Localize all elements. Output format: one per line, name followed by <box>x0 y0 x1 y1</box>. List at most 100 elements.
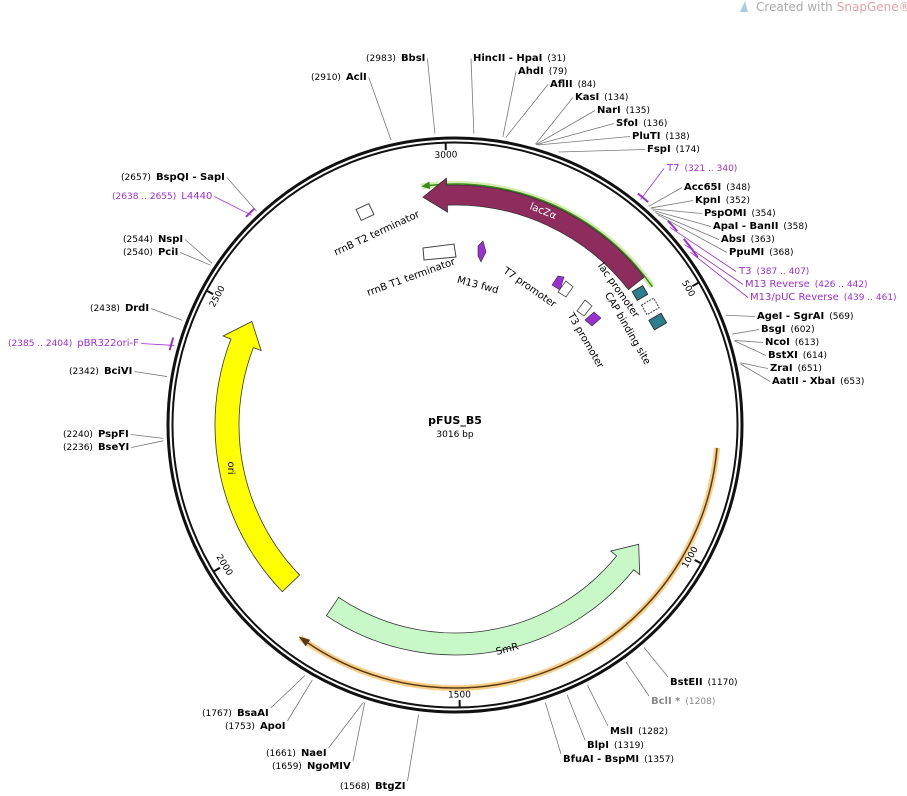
backbone-inner <box>171 141 739 709</box>
site-label: AbsI (363) <box>721 234 775 245</box>
label-position: (84) <box>578 80 596 90</box>
promoter-box <box>640 297 660 316</box>
label-position: (2983) <box>366 54 396 64</box>
leader-line <box>287 679 313 722</box>
label-name: BbsI <box>401 53 425 64</box>
feature-label: M13 fwd <box>456 275 500 297</box>
ori-arrow <box>214 320 301 593</box>
tick-label: 500 <box>679 279 696 299</box>
label-position: (354) <box>751 209 775 219</box>
label-name: ApoI <box>260 721 286 732</box>
label-name: BclI * <box>651 696 681 707</box>
leader-line <box>725 314 756 317</box>
label-position: (613) <box>795 338 819 348</box>
cap-site-box <box>631 284 649 302</box>
site-label: BlpI (1319) <box>587 740 644 751</box>
site-label: (1661) NaeI <box>266 748 327 759</box>
label-name: SfoI <box>616 118 638 129</box>
primer-head <box>421 181 431 190</box>
label-position: (1319) <box>614 741 644 751</box>
label-name: FspI <box>647 144 671 155</box>
primer-site <box>637 192 649 203</box>
label-position: (653) <box>840 377 864 387</box>
terminator-box <box>355 202 375 222</box>
leader-line <box>650 200 694 209</box>
label-name: BstEII <box>670 677 703 688</box>
label-position: (602) <box>790 325 814 335</box>
site-label: AgeI - SgrAI (569) <box>757 311 853 322</box>
leader-line <box>651 208 703 214</box>
leader-line <box>566 694 586 741</box>
label-position: (2638 .. 2655) <box>112 192 176 202</box>
leader-line <box>734 340 767 356</box>
tick-mark <box>694 558 703 565</box>
primer-site <box>687 244 699 258</box>
site-label: KasI (134) <box>575 92 628 103</box>
leader-line <box>470 58 475 134</box>
site-label: M13/pUC Reverse (439 .. 461) <box>750 292 897 303</box>
feature-label: rrnB T2 terminator <box>332 209 422 259</box>
label-position: (387 .. 407) <box>756 267 809 277</box>
leader-line <box>536 123 615 146</box>
leader-line <box>734 340 764 343</box>
site-label: AhdI (79) <box>518 66 567 77</box>
label-name: Acc65I <box>684 182 721 193</box>
primer-site <box>245 207 256 218</box>
leader-line <box>130 434 164 439</box>
leader-line <box>505 84 549 138</box>
leader-line <box>535 97 574 145</box>
leader-line <box>270 675 306 709</box>
leader-line <box>544 702 562 755</box>
label-name: PciI <box>158 247 178 258</box>
label-name: BfuAI - BspMI <box>563 754 639 765</box>
leader-line <box>732 329 760 335</box>
label-position: (569) <box>829 312 853 322</box>
site-label: ApaI - BanII (358) <box>713 221 808 232</box>
label-position: (138) <box>665 132 689 142</box>
backbone-outer <box>166 136 744 714</box>
label-position: (31) <box>547 54 565 64</box>
label-name: NarI <box>597 105 621 116</box>
site-label: (2540) PciI <box>123 247 178 258</box>
label-position: (358) <box>783 222 807 232</box>
leader-line <box>352 702 366 762</box>
label-name: PluTI <box>632 131 660 142</box>
label-position: (2240) <box>63 430 93 440</box>
watermark-icon <box>740 1 748 12</box>
label-position: (352) <box>726 196 750 206</box>
label-position: (1208) <box>685 697 715 707</box>
label-position: (1568) <box>340 782 370 792</box>
cap-site-box <box>648 312 668 331</box>
label-name: NspI <box>158 234 183 245</box>
site-label: PspOMI (354) <box>704 208 776 219</box>
site-label: (1753) ApoI <box>225 721 285 732</box>
leader-line <box>643 647 669 678</box>
tick-label: 1500 <box>448 690 471 700</box>
leader-line <box>669 226 737 272</box>
promoter-arrow <box>557 280 574 298</box>
site-label: (2983) BbsI <box>366 53 425 64</box>
site-label: BstXI (614) <box>768 350 827 361</box>
label-name: PspFI <box>98 429 129 440</box>
leader-line <box>214 196 252 216</box>
smr-arrow <box>325 543 641 656</box>
label-name: AclI <box>346 72 367 83</box>
label-position: (1282) <box>638 727 668 737</box>
leader-line <box>558 149 646 153</box>
label-name: BlpI <box>587 740 609 751</box>
label-position: (135) <box>626 106 650 116</box>
label-name: M13 Reverse <box>745 279 810 290</box>
tick-mark <box>212 566 221 573</box>
leader-line <box>141 343 175 346</box>
label-name: AbsI <box>721 234 746 245</box>
leader-line <box>648 187 683 207</box>
site-label: KpnI (352) <box>695 195 750 206</box>
leader-line <box>625 661 650 697</box>
site-label: (1568) BtgZI <box>340 781 405 792</box>
site-label: NcoI (613) <box>765 337 819 348</box>
site-label: (2342) BciVI <box>69 366 132 377</box>
label-name: PspOMI <box>704 208 746 219</box>
feature-label: T7 promoter <box>500 265 559 311</box>
label-position: (2910) <box>311 73 341 83</box>
tick-label: 2000 <box>214 553 235 578</box>
